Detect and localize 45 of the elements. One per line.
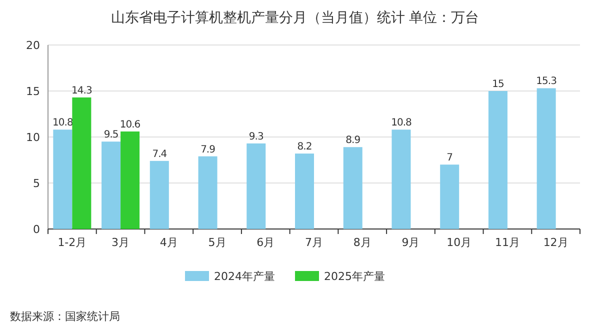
data-label: 15 — [492, 79, 504, 90]
data-label: 7 — [446, 152, 453, 164]
data-label: 7.9 — [200, 144, 216, 156]
x-tick-label: 1-2月 — [58, 236, 87, 249]
bar — [120, 131, 140, 229]
x-tick-label: 6月 — [256, 236, 275, 249]
data-label: 8.9 — [346, 135, 360, 146]
bar — [343, 147, 362, 229]
bar — [536, 88, 556, 229]
bar — [488, 91, 508, 229]
legend-label: 2025年产量 — [324, 270, 385, 283]
x-tick-label: 11月 — [494, 236, 520, 249]
bar — [440, 164, 460, 229]
bar — [295, 154, 314, 229]
data-label: 10.8 — [391, 118, 412, 129]
bar — [246, 143, 266, 229]
x-tick-label: 10月 — [446, 236, 472, 249]
chart-title: 山东省电子计算机整机产量分月（当月值）统计 单位：万台 — [110, 10, 480, 26]
data-label: 15.3 — [536, 76, 557, 88]
x-tick-label: 9月 — [402, 236, 420, 249]
x-tick-label: 3月 — [112, 236, 130, 249]
legend-label: 2024年产量 — [214, 270, 275, 283]
y-tick-label: 15 — [26, 85, 40, 98]
data-label: 7.4 — [152, 148, 167, 160]
bar — [53, 130, 72, 229]
bar — [392, 130, 411, 229]
data-label: 8.2 — [297, 142, 312, 153]
x-tick-label: 12月 — [543, 236, 568, 249]
x-tick-label: 5月 — [208, 236, 226, 249]
bar — [102, 142, 121, 229]
x-tick-label: 8月 — [353, 236, 372, 249]
y-tick-label: 20 — [26, 39, 40, 52]
y-tick-label: 0 — [33, 223, 40, 236]
y-tick-label: 5 — [33, 177, 40, 190]
data-label: 14.3 — [72, 85, 92, 96]
x-tick-label: 7月 — [305, 236, 323, 249]
source-note: 数据来源：国家统计局 — [10, 310, 120, 323]
y-tick-label: 10 — [26, 131, 40, 144]
data-label: 9.3 — [248, 131, 264, 142]
bar — [150, 160, 169, 229]
data-label: 10.6 — [120, 119, 140, 130]
bar — [72, 97, 92, 229]
data-label: 9.5 — [104, 130, 118, 141]
bar — [198, 156, 218, 229]
x-tick-label: 4月 — [160, 236, 178, 249]
